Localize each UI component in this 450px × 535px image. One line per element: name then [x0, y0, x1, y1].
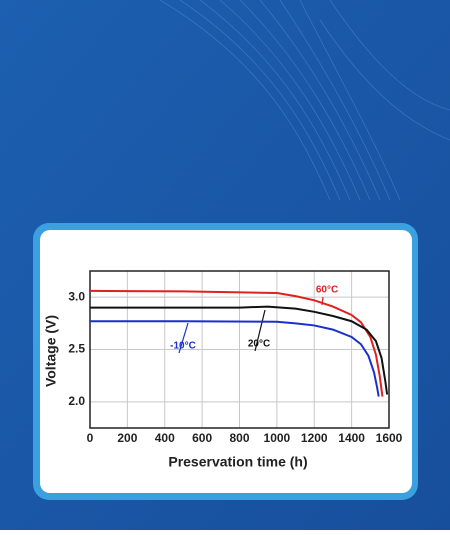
x-tick-label: 1200: [301, 431, 328, 445]
x-tick-label: 600: [192, 431, 212, 445]
series-line: [90, 305, 389, 395]
x-axis-label: Preservation time (h): [168, 454, 307, 470]
wave-decoration: [159, 0, 450, 201]
chart: Preservation time (h) Voltage (V) 0 200 40…: [43, 270, 403, 470]
annotation-arrow: [254, 309, 266, 352]
series-label: 20°C: [248, 339, 270, 350]
annotation-arrow: [178, 322, 189, 354]
x-tick-label: 200: [117, 431, 137, 445]
series-line: [89, 289, 384, 397]
y-tick-label: 3.0: [68, 289, 85, 303]
x-tick-label: 1400: [338, 431, 365, 445]
series-label: 60°C: [316, 285, 338, 296]
x-tick-label: 0: [87, 431, 94, 445]
y-tick-label: 2.5: [68, 342, 85, 356]
series-line: [90, 320, 380, 397]
annotation-arrow: [321, 296, 324, 306]
y-axis-label: Voltage (V): [43, 315, 59, 387]
plot-frame: [89, 270, 390, 429]
y-tick-label: 2.0: [68, 394, 85, 408]
x-tick-label: 1600: [376, 431, 403, 445]
x-tick-label: 1000: [264, 431, 291, 445]
x-tick-label: 800: [229, 431, 249, 445]
series-label: -10°C: [170, 341, 196, 352]
x-tick-label: 400: [155, 431, 175, 445]
